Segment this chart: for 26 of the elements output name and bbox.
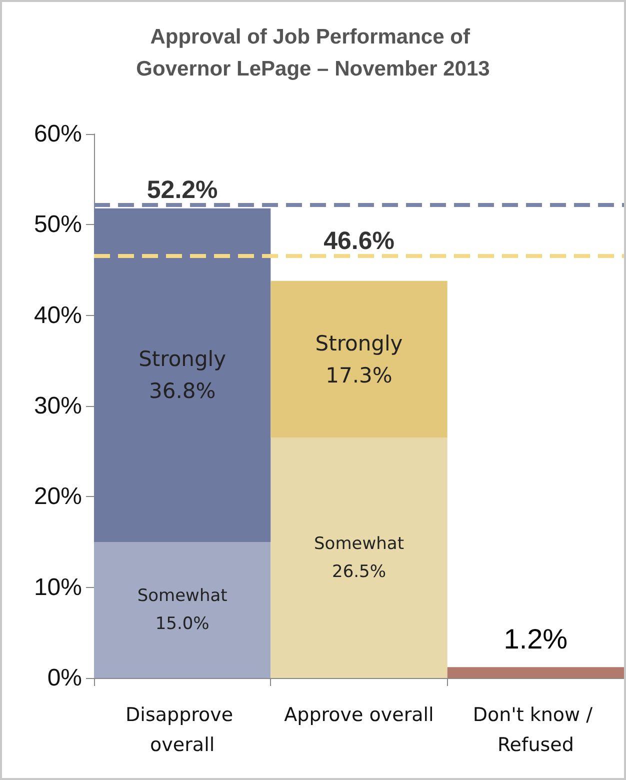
data-label: 15.0% (155, 614, 210, 634)
chart-title: Approval of Job Performance of Governor LePage – November 2013 (136, 26, 490, 80)
y-tick-label: 30% (34, 392, 82, 420)
x-tick-label: Don't know / Refused (472, 704, 599, 756)
x-tick-label: Disapprove overall (126, 704, 240, 756)
y-tick-label: 0% (47, 664, 82, 692)
data-label: 26.5% (332, 562, 386, 582)
text: Somewhat (314, 534, 404, 554)
y-tick-label: 20% (34, 483, 82, 510)
bar (270, 438, 448, 678)
bar (447, 667, 624, 678)
bar (94, 542, 271, 678)
bar (270, 280, 448, 438)
annotation: 52.2% (146, 176, 218, 204)
text: Strongly (315, 331, 403, 356)
y-tick-label: 40% (34, 302, 82, 329)
x-tick-label: Approve overall (284, 704, 434, 726)
y-tick-label: 10% (34, 574, 82, 601)
data-label: 36.8% (148, 379, 216, 404)
data-label: 1.2% (504, 624, 568, 655)
data-label: 17.3% (326, 363, 392, 388)
annotation: 46.6% (324, 226, 394, 255)
series-label: Strongly (138, 347, 226, 372)
y-tick-label: 60% (34, 120, 82, 148)
series-label: Somewhat (137, 586, 228, 606)
y-tick-label: 50% (34, 211, 82, 238)
